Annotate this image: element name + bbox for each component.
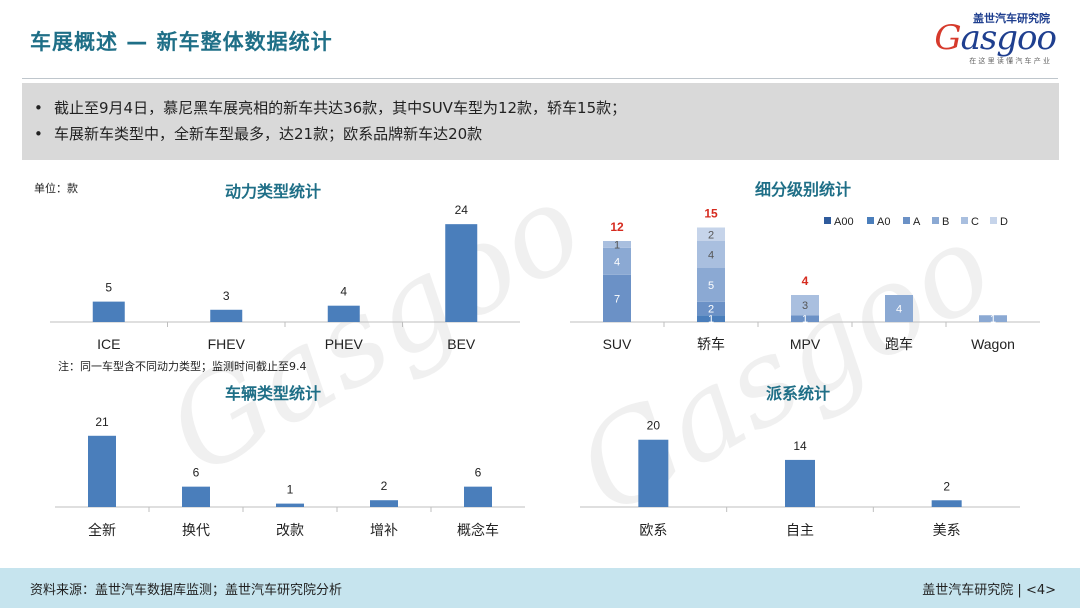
tick-label: BEV bbox=[447, 336, 476, 352]
tick-label: 全新 bbox=[88, 522, 116, 538]
summary-item: 截止至9月4日，慕尼黑车展亮相的新车共达36款，其中SUV车型为12款，轿车15… bbox=[34, 95, 1059, 121]
summary-item: 车展新车类型中，全新车型最多，达21款；欧系品牌新车达20款 bbox=[34, 121, 1059, 147]
bar-segment-B bbox=[603, 247, 631, 275]
chart-title-segment: 细分级别统计 bbox=[754, 180, 851, 199]
unit-label: 单位：款 bbox=[34, 182, 78, 195]
data-label: 4 bbox=[340, 285, 347, 299]
bar-segment-B bbox=[697, 268, 725, 302]
legend-label: B bbox=[942, 216, 949, 228]
bar-FHEV bbox=[210, 309, 243, 322]
chart-vehicle: 21 全新 6 换代 1 改款 2 增补 6 概念车 bbox=[55, 415, 525, 538]
bar-segment-C bbox=[791, 295, 819, 316]
data-label: 2 bbox=[708, 304, 714, 316]
tick-label: PHEV bbox=[325, 336, 364, 352]
tick-label: 欧系 bbox=[639, 522, 667, 538]
title-divider bbox=[22, 78, 1058, 79]
data-label: 2 bbox=[708, 229, 714, 241]
bar-增补 bbox=[370, 500, 398, 507]
bar-segment-C bbox=[603, 241, 631, 248]
chart-power: 5 ICE 3 FHEV 4 PHEV 24 BEV bbox=[50, 203, 520, 352]
bar-segment-A bbox=[791, 315, 819, 322]
data-label: 5 bbox=[105, 281, 112, 295]
chart-origin: 20 欧系 14 自主 2 美系 bbox=[580, 419, 1020, 538]
data-label: 24 bbox=[455, 203, 469, 217]
data-label: 1 bbox=[802, 314, 808, 326]
tick-label: 增补 bbox=[370, 522, 398, 538]
legend-swatch bbox=[824, 217, 831, 224]
tick-label: 轿车 bbox=[697, 336, 725, 352]
bar-PHEV bbox=[327, 305, 360, 322]
data-label: 1 bbox=[614, 239, 620, 251]
total-label: 15 bbox=[704, 207, 718, 221]
data-label: 1 bbox=[708, 314, 714, 326]
data-label: 1 bbox=[990, 314, 996, 326]
data-label: 4 bbox=[896, 304, 902, 316]
bar-全新 bbox=[88, 435, 116, 507]
tick-label: ICE bbox=[97, 336, 120, 352]
legend-label: A0 bbox=[877, 216, 890, 228]
footer: 资料来源：盖世汽车数据库监测；盖世汽车研究院分析 盖世汽车研究院 | <4> bbox=[0, 568, 1080, 608]
footer-source: 资料来源：盖世汽车数据库监测；盖世汽车研究院分析 bbox=[30, 583, 343, 598]
tick-label: 概念车 bbox=[457, 522, 499, 538]
chart-title-origin: 派系统计 bbox=[765, 384, 830, 403]
bar-ICE bbox=[92, 301, 125, 322]
page-title: 车展概述 — 新车整体数据统计 bbox=[30, 30, 333, 54]
bar-改款 bbox=[276, 503, 304, 507]
data-label: 2 bbox=[381, 479, 388, 493]
bar-BEV bbox=[445, 224, 478, 322]
data-label: 4 bbox=[708, 250, 714, 262]
bar-自主 bbox=[785, 459, 815, 507]
data-label: 3 bbox=[223, 289, 230, 303]
bar-segment-A bbox=[697, 301, 725, 316]
gasgoo-logo: 盖世汽车研究院 Gasgoo 在 这 里 读 懂 汽 车 产 业 bbox=[934, 12, 1057, 65]
tick-label: FHEV bbox=[208, 336, 246, 352]
tick-label: SUV bbox=[603, 336, 632, 352]
legend-label: A00 bbox=[834, 216, 854, 228]
legend-label: C bbox=[971, 216, 979, 228]
data-label: 6 bbox=[475, 466, 482, 480]
tick-label: Wagon bbox=[971, 336, 1015, 352]
data-label: 4 bbox=[614, 256, 620, 268]
data-label: 20 bbox=[647, 419, 661, 433]
bar-segment-B bbox=[979, 315, 1007, 322]
bar-美系 bbox=[931, 500, 962, 507]
data-label: 5 bbox=[708, 280, 714, 292]
chart-title-power: 动力类型统计 bbox=[224, 182, 321, 201]
data-label: 6 bbox=[193, 466, 200, 480]
legend-swatch bbox=[990, 217, 997, 224]
tick-label: 自主 bbox=[786, 522, 814, 538]
tick-label: 美系 bbox=[933, 522, 961, 538]
legend-swatch bbox=[903, 217, 910, 224]
chart-title-vehicle: 车辆类型统计 bbox=[224, 384, 321, 403]
data-label: 7 bbox=[614, 293, 620, 305]
bar-segment-A0 bbox=[697, 315, 725, 322]
bar-概念车 bbox=[464, 486, 492, 507]
data-label: 21 bbox=[95, 415, 109, 429]
legend-label: A bbox=[913, 216, 921, 228]
total-label: 4 bbox=[802, 274, 809, 288]
tick-label: 改款 bbox=[276, 522, 304, 538]
bar-segment-D bbox=[697, 227, 725, 241]
legend-label: D bbox=[1000, 216, 1008, 228]
bar-segment-C bbox=[697, 241, 725, 268]
data-label: 1 bbox=[287, 483, 294, 497]
legend-swatch bbox=[867, 217, 874, 224]
data-label: 14 bbox=[793, 439, 807, 453]
data-label: 2 bbox=[943, 479, 950, 493]
bar-换代 bbox=[182, 486, 210, 507]
footer-brand: 盖世汽车研究院 | <4> bbox=[922, 583, 1056, 598]
legend-swatch bbox=[961, 217, 968, 224]
data-label: 3 bbox=[802, 300, 808, 312]
chart-note: 注：同一车型含不同动力类型；监测时间截止至9.4 bbox=[58, 360, 307, 373]
tick-label: 换代 bbox=[182, 522, 210, 538]
tick-label: 跑车 bbox=[885, 336, 913, 352]
tick-label: MPV bbox=[790, 336, 821, 352]
bar-欧系 bbox=[638, 439, 669, 507]
summary-box: 截止至9月4日，慕尼黑车展亮相的新车共达36款，其中SUV车型为12款，轿车15… bbox=[22, 83, 1059, 160]
legend-swatch bbox=[932, 217, 939, 224]
total-label: 12 bbox=[610, 220, 624, 234]
bar-segment-B bbox=[885, 295, 913, 322]
bar-segment-A bbox=[603, 274, 631, 322]
